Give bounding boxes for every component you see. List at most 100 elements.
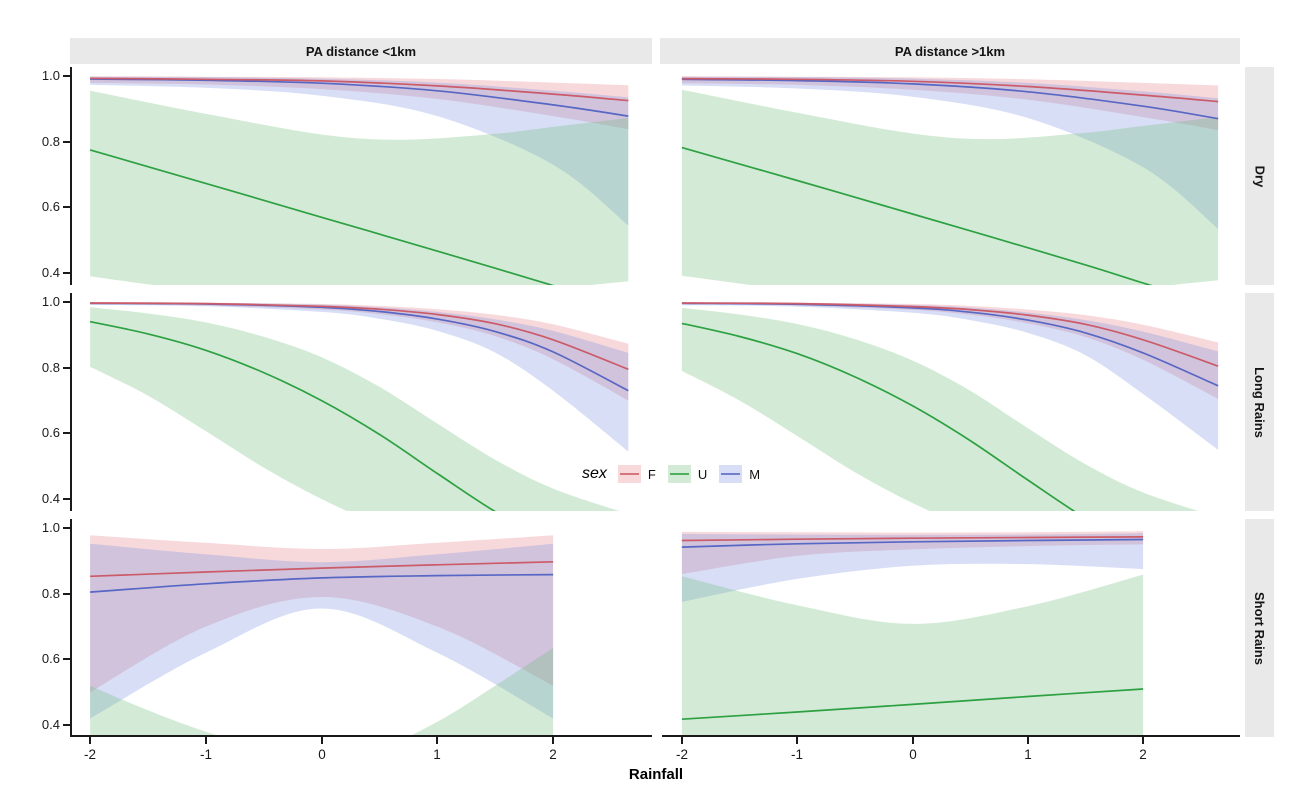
line-M bbox=[681, 538, 1144, 548]
y-tick-label: 0.8 bbox=[41, 586, 60, 601]
x-tick bbox=[436, 737, 438, 744]
facet-strip-label: PA distance <1km bbox=[305, 43, 417, 59]
ribbon-M bbox=[90, 543, 554, 719]
ribbon-F bbox=[90, 535, 554, 693]
facet-strip-col-right: PA distance >1km bbox=[660, 38, 1240, 64]
x-tick bbox=[205, 737, 207, 744]
y-axis-line bbox=[70, 67, 72, 285]
legend-key-M: M bbox=[719, 465, 760, 483]
legend-key-line bbox=[619, 473, 639, 475]
line-F bbox=[90, 560, 554, 578]
y-tick-label: 0.4 bbox=[41, 717, 60, 732]
legend-swatch bbox=[667, 465, 691, 483]
facet-panel-long-rains-gt1km bbox=[681, 302, 1219, 511]
y-tick bbox=[63, 658, 70, 660]
y-tick-label: 0.4 bbox=[41, 265, 60, 280]
y-tick bbox=[63, 432, 70, 434]
facet-strip-label: Short Rains bbox=[1252, 591, 1267, 665]
x-tick-label: -1 bbox=[790, 747, 803, 762]
ribbon-U bbox=[90, 647, 554, 737]
y-axis-line bbox=[70, 519, 72, 737]
legend-swatch bbox=[617, 465, 641, 483]
legend-key-line bbox=[721, 473, 741, 475]
y-tick-label: 0.8 bbox=[41, 134, 60, 149]
legend-key-label: U bbox=[697, 466, 708, 482]
facet-panel-short-rains-lt1km bbox=[90, 535, 554, 737]
facet-strip-row-short-rains: Short Rains bbox=[1245, 519, 1274, 737]
legend-title: sex bbox=[582, 465, 607, 482]
ribbon-U bbox=[90, 307, 620, 511]
y-tick-label: 0.6 bbox=[41, 651, 60, 666]
x-tick-label: 1 bbox=[1024, 747, 1032, 762]
y-tick-label: 1.0 bbox=[41, 294, 60, 309]
facet-panel-long-rains-lt1km bbox=[89, 302, 629, 511]
ribbon-U bbox=[90, 90, 629, 285]
x-tick bbox=[912, 737, 914, 744]
line-F bbox=[681, 302, 1219, 367]
y-tick bbox=[63, 724, 70, 726]
x-tick-label: -1 bbox=[199, 747, 212, 762]
x-tick-label: -2 bbox=[83, 747, 96, 762]
facet-panel-dry-lt1km bbox=[89, 76, 629, 285]
line-F bbox=[90, 302, 629, 371]
ribbon-M bbox=[681, 302, 1219, 450]
line-M bbox=[90, 78, 629, 117]
facet-strip-row-dry: Dry bbox=[1245, 67, 1274, 285]
facet-strip-label: Dry bbox=[1252, 165, 1267, 187]
x-tick bbox=[321, 737, 323, 744]
ribbon-U bbox=[681, 574, 1144, 737]
legend-key-line bbox=[669, 473, 689, 475]
ribbon-M bbox=[681, 533, 1144, 602]
y-tick bbox=[63, 141, 70, 143]
y-tick-label: 0.8 bbox=[41, 360, 60, 375]
y-axis-line bbox=[70, 293, 72, 511]
line-M bbox=[90, 573, 554, 593]
legend-key-label: M bbox=[749, 466, 761, 482]
y-tick bbox=[63, 498, 70, 500]
x-tick-label: -2 bbox=[675, 747, 688, 762]
facet-panel-short-rains-gt1km bbox=[681, 531, 1144, 737]
y-tick-label: 0.4 bbox=[41, 491, 60, 506]
facet-strip-row-long-rains: Long Rains bbox=[1245, 293, 1274, 511]
line-M bbox=[681, 78, 1219, 120]
line-U bbox=[681, 688, 1144, 721]
x-tick-label: 2 bbox=[1139, 747, 1147, 762]
ribbon-F bbox=[90, 302, 629, 401]
ribbon-M bbox=[90, 76, 629, 226]
ribbon-M bbox=[90, 302, 629, 452]
legend-swatch bbox=[719, 465, 743, 483]
x-tick-label: 0 bbox=[909, 747, 917, 762]
x-tick bbox=[89, 737, 91, 744]
facet-panel-dry-gt1km bbox=[681, 76, 1219, 285]
y-tick bbox=[63, 272, 70, 274]
y-tick bbox=[63, 527, 70, 529]
line-F bbox=[90, 77, 629, 102]
x-tick bbox=[1142, 737, 1144, 744]
y-tick bbox=[63, 367, 70, 369]
y-tick bbox=[63, 75, 70, 77]
legend: sex F U M bbox=[576, 456, 767, 492]
x-axis-title: Rainfall bbox=[628, 766, 684, 783]
line-U bbox=[681, 322, 1076, 511]
y-tick bbox=[63, 301, 70, 303]
line-F bbox=[681, 536, 1144, 542]
y-tick-label: 0.6 bbox=[41, 199, 60, 214]
x-tick bbox=[796, 737, 798, 744]
legend-key-F: F bbox=[617, 465, 656, 483]
x-axis-line bbox=[70, 735, 652, 737]
x-tick bbox=[1027, 737, 1029, 744]
ribbon-M bbox=[681, 76, 1219, 229]
y-tick bbox=[63, 206, 70, 208]
x-tick-label: 1 bbox=[433, 747, 441, 762]
line-U bbox=[89, 320, 496, 511]
legend-key-U: U bbox=[667, 465, 708, 483]
x-tick-label: 2 bbox=[549, 747, 557, 762]
y-tick-label: 1.0 bbox=[41, 520, 60, 535]
line-U bbox=[681, 146, 1153, 285]
facet-strip-col-left: PA distance <1km bbox=[70, 38, 652, 64]
x-tick bbox=[552, 737, 554, 744]
y-tick bbox=[63, 593, 70, 595]
line-F bbox=[681, 77, 1219, 103]
